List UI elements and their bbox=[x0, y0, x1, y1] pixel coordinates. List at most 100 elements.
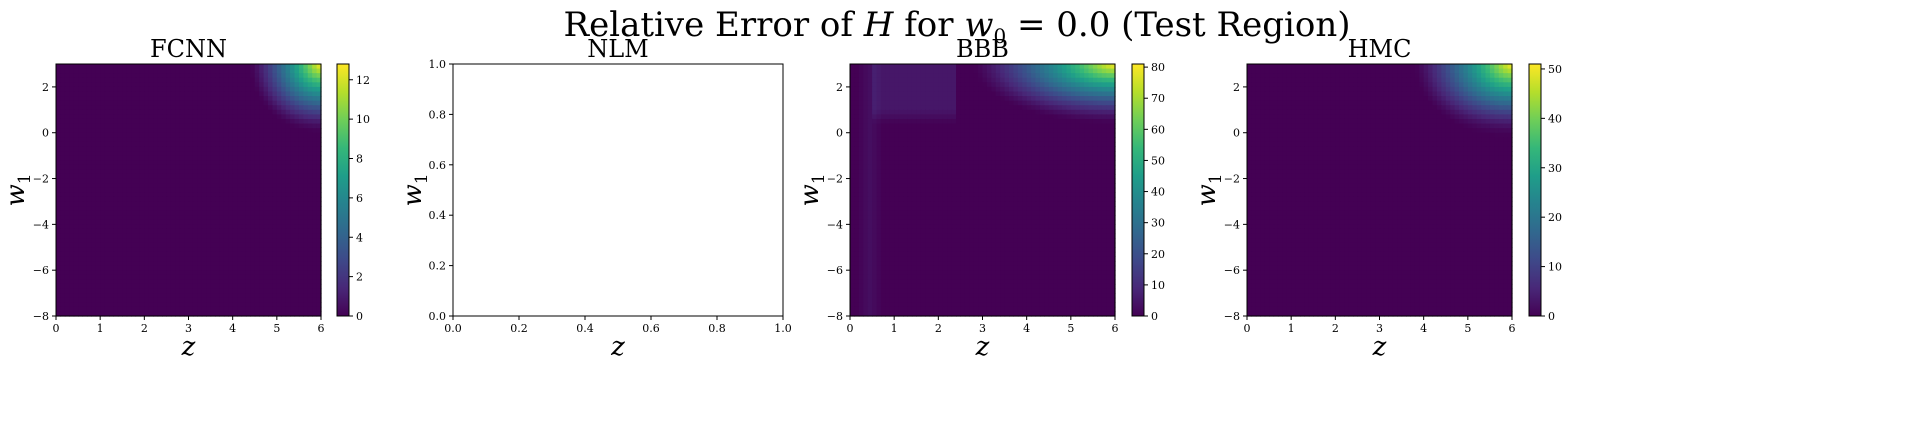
heatmap-cell bbox=[973, 86, 979, 93]
heatmap-cell bbox=[1070, 68, 1076, 74]
heatmap-cell bbox=[1000, 160, 1006, 166]
heatmap-cell bbox=[91, 82, 97, 88]
heatmap-cell bbox=[82, 215, 88, 221]
heatmap-cell bbox=[1048, 151, 1054, 157]
heatmap-cell bbox=[858, 123, 864, 129]
heatmap-cell bbox=[885, 68, 891, 74]
heatmap-cell bbox=[104, 187, 110, 193]
heatmap-cell bbox=[157, 270, 163, 276]
heatmap-cell bbox=[876, 146, 882, 152]
subplot-title: FCNN bbox=[150, 35, 227, 63]
heatmap-cell bbox=[1084, 118, 1090, 125]
heatmap-cell bbox=[219, 302, 225, 308]
heatmap-cell bbox=[259, 109, 265, 115]
heatmap-cell bbox=[223, 128, 229, 134]
heatmap-cell bbox=[303, 109, 309, 115]
heatmap-cell bbox=[104, 256, 110, 262]
heatmap-cell bbox=[122, 178, 128, 184]
heatmap-cell bbox=[1053, 105, 1059, 111]
heatmap-cell bbox=[100, 68, 106, 74]
heatmap-cell bbox=[69, 178, 75, 184]
heatmap-cell bbox=[223, 306, 229, 313]
heatmap-cell bbox=[290, 164, 296, 170]
heatmap-cell bbox=[986, 77, 992, 83]
heatmap-cell bbox=[95, 128, 101, 134]
heatmap-cell bbox=[1013, 100, 1019, 106]
heatmap-cell bbox=[316, 288, 322, 294]
heatmap-cell bbox=[197, 173, 203, 180]
heatmap-cell bbox=[223, 169, 229, 175]
heatmap-cell bbox=[95, 293, 101, 299]
heatmap-cell bbox=[316, 196, 322, 203]
heatmap-cell bbox=[1101, 68, 1107, 74]
heatmap-cell bbox=[219, 247, 225, 253]
heatmap-cell bbox=[1110, 91, 1116, 97]
heatmap-cell bbox=[215, 178, 221, 184]
heatmap-cell bbox=[210, 238, 216, 244]
heatmap-cell bbox=[192, 77, 198, 83]
heatmap-cell bbox=[179, 160, 185, 166]
heatmap-cell bbox=[254, 238, 260, 244]
heatmap-cell bbox=[56, 251, 62, 258]
heatmap-cell bbox=[166, 311, 172, 317]
heatmap-cell bbox=[73, 68, 79, 74]
heatmap-cell bbox=[86, 265, 92, 271]
heatmap-cell bbox=[64, 297, 70, 303]
heatmap-cell bbox=[131, 105, 137, 111]
heatmap-cell bbox=[192, 270, 198, 276]
heatmap-cell bbox=[82, 261, 88, 267]
heatmap-cell bbox=[1035, 68, 1041, 74]
heatmap-cell bbox=[259, 192, 265, 198]
heatmap-cell bbox=[100, 137, 106, 143]
heatmap-cell bbox=[960, 73, 966, 79]
heatmap-cell bbox=[157, 279, 163, 285]
heatmap-cell bbox=[197, 192, 203, 198]
heatmap-cell bbox=[1053, 160, 1059, 166]
heatmap-cell bbox=[290, 146, 296, 152]
heatmap-cell bbox=[241, 109, 247, 115]
heatmap-cell bbox=[69, 169, 75, 175]
heatmap-cell bbox=[281, 132, 287, 138]
heatmap-cell bbox=[991, 82, 997, 88]
heatmap-cell bbox=[850, 128, 856, 134]
heatmap-cell bbox=[1013, 105, 1019, 111]
heatmap-cell bbox=[126, 146, 132, 152]
heatmap-cell bbox=[876, 77, 882, 83]
heatmap-cell bbox=[188, 215, 194, 221]
heatmap-cell bbox=[1106, 146, 1112, 152]
heatmap-cell bbox=[228, 132, 234, 138]
heatmap-cell bbox=[973, 123, 979, 129]
heatmap-cell bbox=[73, 192, 79, 198]
heatmap-cell bbox=[166, 151, 172, 157]
heatmap-cell bbox=[60, 283, 66, 290]
heatmap-cell bbox=[135, 151, 141, 157]
heatmap-cell bbox=[95, 265, 101, 271]
heatmap-cell bbox=[1026, 164, 1032, 170]
heatmap-cell bbox=[95, 215, 101, 221]
heatmap-cell bbox=[184, 183, 190, 189]
heatmap-cell bbox=[1035, 100, 1041, 106]
heatmap-cell bbox=[920, 178, 926, 184]
heatmap-cell bbox=[1031, 128, 1037, 134]
heatmap-cell bbox=[298, 219, 304, 225]
heatmap-cell bbox=[290, 311, 296, 317]
heatmap-cell bbox=[135, 100, 141, 106]
heatmap-cell bbox=[126, 160, 132, 166]
heatmap-cell bbox=[858, 183, 864, 189]
heatmap-cell bbox=[109, 164, 115, 170]
heatmap-cell bbox=[104, 137, 110, 143]
heatmap-cell bbox=[290, 155, 296, 161]
heatmap-cell bbox=[175, 109, 181, 115]
heatmap-cell bbox=[973, 82, 979, 88]
heatmap-cell bbox=[880, 173, 886, 180]
heatmap-cell bbox=[197, 123, 203, 129]
heatmap-cell bbox=[1000, 73, 1006, 79]
heatmap-cell bbox=[907, 137, 913, 143]
heatmap-cell bbox=[850, 118, 856, 125]
heatmap-cell bbox=[86, 151, 92, 157]
heatmap-cell bbox=[885, 151, 891, 157]
heatmap-cell bbox=[56, 128, 62, 134]
heatmap-cell bbox=[139, 164, 145, 170]
heatmap-cell bbox=[197, 283, 203, 290]
heatmap-cell bbox=[276, 265, 282, 271]
